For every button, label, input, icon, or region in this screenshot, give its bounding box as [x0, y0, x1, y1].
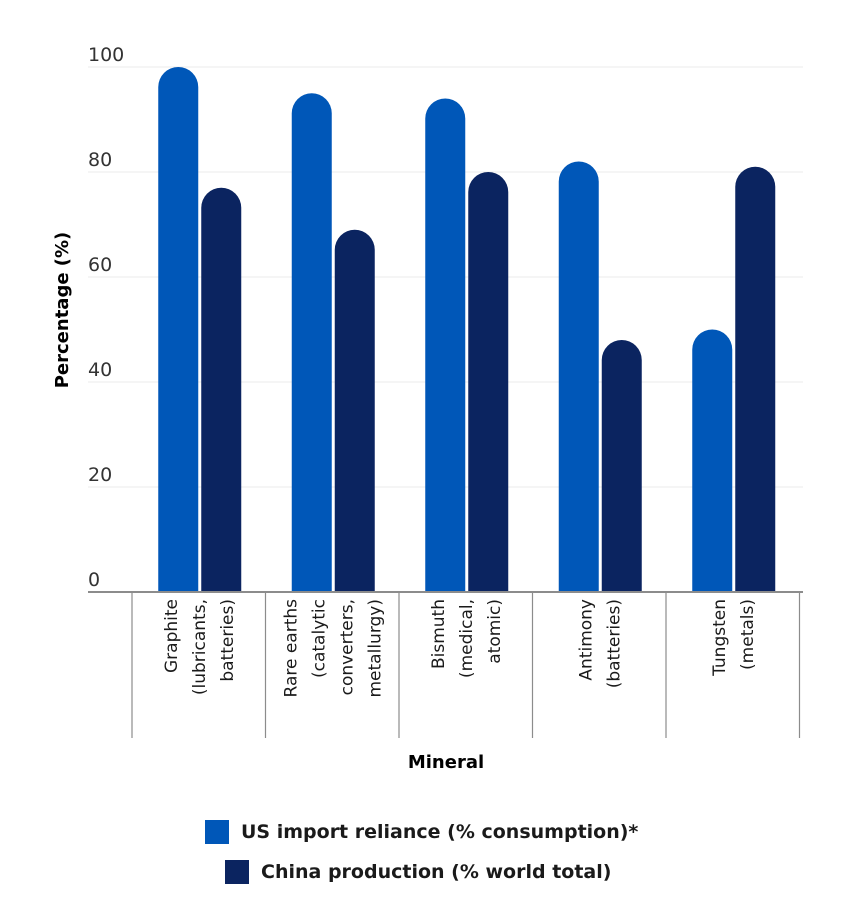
bar-china-production-3 [601, 340, 642, 592]
x-category-label-line: (batteries) [604, 599, 624, 688]
y-tick-label: 80 [88, 149, 112, 171]
legend-swatch-us-import [205, 820, 229, 844]
bar-us-import-4 [692, 329, 733, 592]
bar-china-production-0 [201, 187, 242, 592]
bars [158, 67, 776, 593]
x-category-label-line: (medical, [457, 599, 477, 678]
bar-us-import-3 [558, 161, 599, 592]
bar-us-import-2 [425, 98, 466, 592]
x-category-label-line: batteries) [218, 599, 238, 682]
bar-china-production-4 [735, 166, 776, 593]
bar-china-production-1 [334, 229, 375, 592]
x-category-label-line: (metals) [738, 599, 758, 670]
x-axis [88, 591, 803, 738]
x-category-label-line: (lubricants, [190, 599, 210, 695]
y-tick-label: 40 [88, 359, 112, 381]
y-tick-label: 100 [88, 44, 124, 66]
x-category-label-line: converters, [337, 599, 357, 695]
y-axis-title: Percentage (%) [52, 232, 73, 389]
y-tick-label: 0 [88, 569, 100, 591]
bar-us-import-1 [291, 93, 332, 592]
x-category-label-line: Tungsten [710, 599, 730, 677]
y-axis-ticks: 0 20 40 60 80 100 [88, 44, 124, 591]
x-axis-title: Mineral [408, 752, 484, 773]
legend-swatch-china-production [225, 860, 249, 884]
x-category-label-line: Antimony [576, 599, 596, 681]
y-tick-label: 60 [88, 254, 112, 276]
x-axis-category-labels: Graphite (lubricants, batteries) Rare earth… [162, 599, 758, 698]
x-category-label-line: atomic) [485, 599, 505, 664]
legend: US import reliance (% consumption)* Chin… [205, 812, 638, 892]
x-category-label-line: Bismuth [429, 599, 449, 669]
legend-item-china-production: China production (% world total) [225, 852, 638, 892]
y-tick-label: 20 [88, 464, 112, 486]
legend-item-us-import: US import reliance (% consumption)* [205, 812, 638, 852]
x-category-label-line: metallurgy) [365, 599, 385, 698]
x-category-label-line: Rare earths [281, 599, 301, 698]
x-category-label-line: Graphite [162, 599, 182, 673]
x-category-label-line: (catalytic [309, 599, 329, 678]
bar-china-production-2 [468, 172, 509, 592]
legend-label-us-import: US import reliance (% consumption)* [241, 821, 639, 843]
bar-us-import-0 [158, 67, 199, 592]
legend-label-china-production: China production (% world total) [261, 861, 612, 883]
